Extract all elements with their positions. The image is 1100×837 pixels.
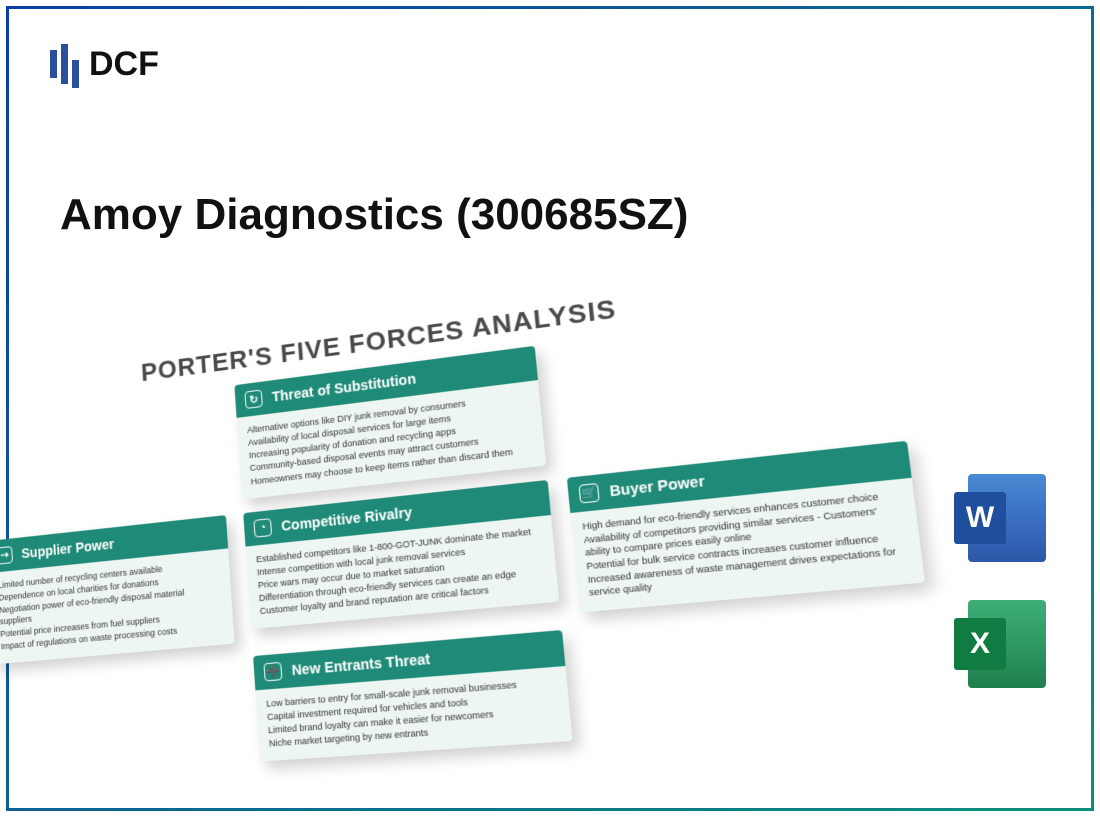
brand-name: DCF: [89, 45, 159, 84]
card-rivalry: ◔ Competitive Rivalry Established compet…: [243, 480, 559, 630]
page-title: Amoy Diagnostics (300685SZ): [60, 190, 688, 240]
card-buyer: 🛒 Buyer Power High demand for eco-friend…: [567, 440, 925, 612]
card-supplier: ⇢ Supplier Power Limited number of recyc…: [0, 515, 235, 664]
card-title: Buyer Power: [609, 472, 706, 499]
card-title: New Entrants Threat: [291, 650, 431, 678]
word-icon: W: [954, 470, 1050, 566]
card-title: Supplier Power: [21, 536, 114, 561]
arrow-right-icon: ⇢: [0, 546, 13, 565]
excel-letter: X: [954, 618, 1006, 670]
excel-icon: X: [954, 596, 1050, 692]
card-title: Competitive Rivalry: [281, 504, 413, 534]
card-entrants: ➕ New Entrants Threat Low barriers to en…: [253, 630, 573, 762]
word-letter: W: [954, 492, 1006, 544]
pie-icon: ◔: [253, 518, 272, 538]
refresh-icon: ↻: [244, 389, 262, 409]
cart-icon: 🛒: [578, 483, 599, 504]
brand-logo: DCF: [50, 40, 159, 88]
person-plus-icon: ➕: [263, 661, 282, 681]
logo-bars-icon: [50, 40, 79, 88]
file-type-icons: W X: [954, 470, 1050, 692]
